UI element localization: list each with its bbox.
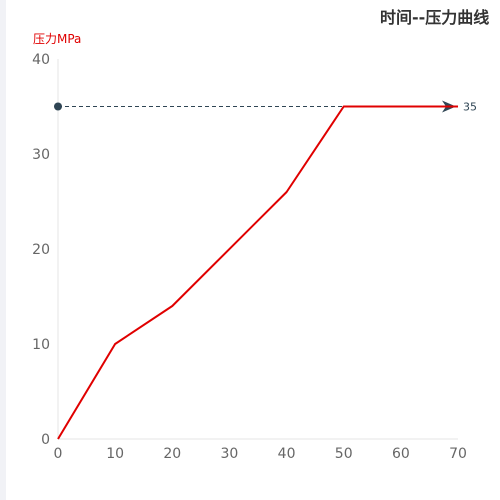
y-tick-label: 40: [32, 52, 50, 68]
x-tick-label: 60: [392, 446, 410, 462]
x-tick-label: 20: [163, 446, 181, 462]
markline-start-dot: [54, 102, 62, 111]
chart-title: 时间--压力曲线: [380, 8, 490, 27]
x-tick-label: 10: [106, 446, 124, 462]
x-tick-label: 70: [449, 446, 467, 462]
markline-label: 35: [463, 101, 477, 114]
x-tick-label: 0: [54, 446, 63, 462]
x-tick-label: 40: [278, 446, 296, 462]
left-edge-strip: [0, 0, 6, 500]
y-tick-label: 0: [41, 432, 50, 448]
x-tick-label: 30: [221, 446, 239, 462]
series-line: [57, 105, 458, 440]
y-tick-label: 30: [32, 147, 50, 163]
y-axis-label: 压力MPa: [33, 32, 82, 46]
x-tick-label: 50: [335, 446, 353, 462]
y-tick-label: 10: [32, 337, 50, 353]
y-tick-label: 20: [32, 242, 50, 258]
